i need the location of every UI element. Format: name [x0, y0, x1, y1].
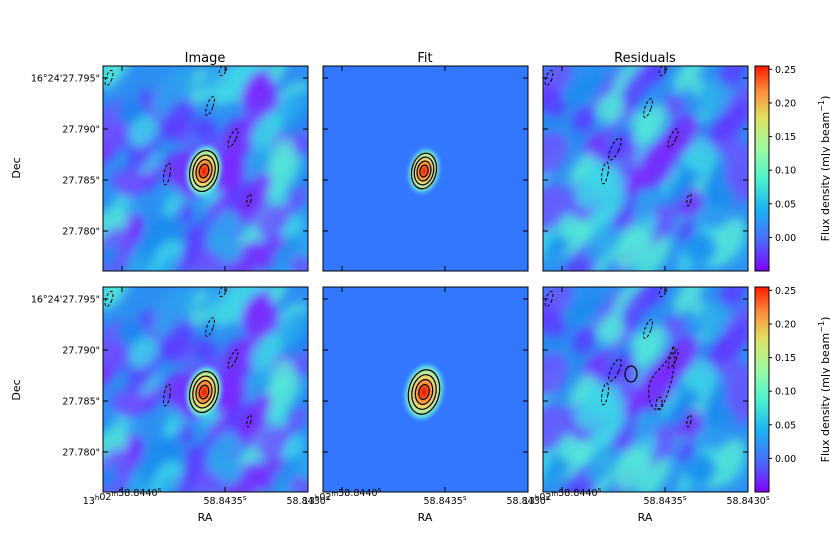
title-fit: Fit [417, 51, 432, 66]
colorbar-tick-label: 0.00 [775, 454, 796, 465]
y-tick-label: 16°24'27.795" [31, 74, 100, 85]
colorbar-gradient [754, 65, 770, 272]
colorbars: 0.25 0.20 0.15 0.10 0.05 0.00 Flux density (mJ… [754, 65, 830, 493]
colorbar-tick-label: 0.15 [775, 353, 796, 364]
colorbar-tick-label: 0.10 [775, 387, 796, 398]
y-tick-label: 27.790" [62, 346, 100, 357]
xlabel-col1: RA [198, 511, 213, 524]
colorbar-tick-label: 0.05 [775, 199, 796, 210]
y-tick-label: 27.780" [62, 448, 100, 459]
colorbar-tick-label: 0.20 [775, 319, 796, 330]
y-tick-label: 27.780" [62, 227, 100, 238]
colorbar-tick-label: 0.20 [775, 98, 796, 109]
y-tick-label: 27.785" [62, 176, 100, 187]
x-tick-label: 58.8435s [424, 494, 467, 507]
x-tick-label: 58.8435s [204, 494, 247, 507]
x-tick-label: 13h02m58.8440s [523, 486, 602, 507]
y-tick-label: 27.790" [62, 125, 100, 136]
colorbar-label: Flux density (mJy beam−1) [817, 96, 830, 242]
colorbar-gradient [754, 286, 770, 493]
colorbar-row1: 0.25 0.20 0.15 0.10 0.05 0.00 Flux density (mJ… [754, 65, 830, 272]
x-tick-label: 58.8430s [727, 494, 770, 507]
ylabel-row2: Dec [10, 379, 23, 400]
colorbar-tick-label: 0.15 [775, 132, 796, 143]
colorbar-tick-label: 0.05 [775, 420, 796, 431]
colorbar-tick-label: 0.00 [775, 233, 796, 244]
colorbar-label: Flux density (mJy beam−1) [817, 317, 830, 463]
colorbar-tick-label: 0.25 [775, 286, 796, 297]
x-tick-label: 13h02m58.8440s [83, 486, 162, 507]
x-tick-label: 58.8435s [644, 494, 687, 507]
xlabel-col3: RA [638, 511, 653, 524]
panel-r2-residuals: 13h02m58.8440s 58.8435s 58.8430s [523, 286, 770, 507]
y-tick-label: 16°24'27.795" [31, 295, 100, 306]
x-tick-label: 58.8430s [287, 494, 330, 507]
title-image: Image [185, 51, 226, 66]
panel-r2-image: 16°24'27.795" 27.790" 27.785" 27.780" 13h02m… [31, 286, 330, 507]
panel-r1-image: 16°24'27.795" 27.790" 27.785" 27.780" [31, 65, 309, 272]
title-residuals: Residuals [614, 51, 676, 66]
x-tick-label: 58.8430s [507, 494, 550, 507]
ylabel-row1: Dec [10, 157, 23, 178]
colorbar-tick-label: 0.10 [775, 166, 796, 177]
panel-r1-residuals [542, 65, 749, 272]
colorbar-tick-label: 0.25 [775, 65, 796, 76]
y-tick-label: 27.785" [62, 397, 100, 408]
panels: 16°24'27.795"27.790"27.785"27.780"16°24'… [31, 65, 770, 507]
xlabel-col2: RA [418, 511, 433, 524]
x-tick-label: 13h02m58.8440s [303, 486, 382, 507]
panel-r1-fit [322, 65, 529, 272]
panel-r2-fit: 13h02m58.8440s 58.8435s 58.8430s [303, 286, 550, 507]
colorbar-row2: 0.25 0.20 0.15 0.10 0.05 0.00 Flux density (mJ… [754, 286, 830, 493]
